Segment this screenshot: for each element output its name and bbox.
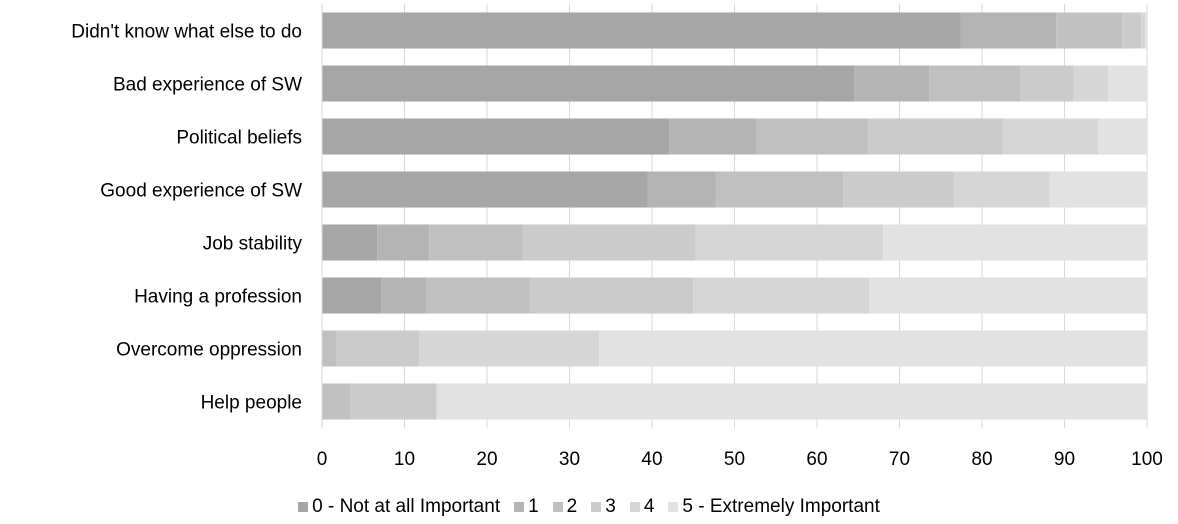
bar-segment-1: [960, 12, 1057, 49]
bar-segment-2: [1056, 12, 1123, 49]
legend-swatch: [629, 502, 640, 512]
bar-segment-5: [1098, 118, 1147, 155]
x-tick-label: 90: [1054, 449, 1075, 470]
bar-segment-0: [322, 65, 855, 102]
legend-swatch: [591, 502, 602, 512]
category-label: Job stability: [203, 234, 303, 255]
x-tick-label: 60: [806, 449, 827, 470]
bar-segment-4: [693, 277, 869, 314]
bar-segment-5: [436, 383, 1147, 420]
bar-segment-4: [1141, 12, 1146, 49]
bar-segment-3: [843, 171, 954, 208]
bar-segment-3: [522, 224, 696, 261]
legend-label: 0 - Not at all Important: [312, 496, 501, 517]
legend-item: 0 - Not at all Important: [298, 496, 500, 518]
x-tick-label: 20: [476, 449, 497, 470]
bar-segment-4: [695, 224, 883, 261]
bar-segment-2: [756, 118, 869, 155]
bar-segment-0: [322, 118, 670, 155]
bar-segment-5: [868, 277, 1147, 314]
legend-swatch: [552, 502, 563, 512]
x-tick-label: 0: [317, 449, 328, 470]
legend-label: 2: [566, 496, 578, 517]
stacked-bar-chart: Didn't know what else to do Bad experienc…: [71, 4, 1163, 470]
bar-segment-1: [381, 277, 426, 314]
legend: 0 - Not at all Important 1 2 3 4 5 - Extremel…: [0, 493, 1178, 521]
legend-item: 1: [514, 496, 539, 518]
legend-item: 5 - Extremely Important: [668, 496, 880, 518]
legend-item: 2: [552, 496, 578, 518]
bar-segment-5: [1049, 171, 1147, 208]
x-tick-label: 30: [559, 449, 580, 470]
x-tick-label: 40: [641, 449, 662, 470]
bar-segment-2: [322, 383, 351, 420]
bar-segment-0: [322, 277, 382, 314]
legend-label: 4: [643, 496, 655, 517]
x-tick-label: 80: [971, 449, 992, 470]
bar-segment-2: [322, 330, 337, 367]
legend-swatch: [514, 502, 525, 512]
bar-segment-2: [715, 171, 844, 208]
x-tick-label: 100: [1131, 449, 1163, 470]
category-label: Overcome oppression: [116, 340, 302, 361]
bar-segment-0: [322, 171, 648, 208]
x-tick-label: 50: [724, 449, 745, 470]
bar-segment-4: [419, 330, 600, 367]
bar-segment-1: [669, 118, 757, 155]
bar-segment-3: [1122, 12, 1142, 49]
bar-segment-5: [1145, 12, 1147, 49]
x-tick-label: 10: [394, 449, 415, 470]
legend-swatch: [668, 502, 679, 512]
bar-segment-5: [599, 330, 1147, 367]
category-label: Political beliefs: [176, 128, 302, 149]
bar-segment-2: [929, 65, 1020, 102]
category-label: Having a profession: [134, 287, 302, 308]
legend-label: 1: [528, 496, 539, 517]
bar-segment-3: [529, 277, 694, 314]
bar-segment-4: [953, 171, 1050, 208]
legend-swatch: [298, 502, 309, 512]
category-label: Help people: [201, 393, 302, 414]
bar-segment-5: [1108, 65, 1147, 102]
bar-segment-1: [377, 224, 430, 261]
bar-segment-0: [322, 12, 961, 49]
bar-segment-4: [1073, 65, 1109, 102]
bar-segment-3: [1019, 65, 1074, 102]
bar-segment-1: [854, 65, 930, 102]
bar-segment-2: [429, 224, 523, 261]
category-label: Good experience of SW: [100, 181, 302, 202]
bar-segment-3: [350, 383, 437, 420]
category-label: Bad experience of SW: [113, 75, 302, 96]
bar-segment-5: [883, 224, 1147, 261]
bar-segment-1: [647, 171, 716, 208]
legend-item: 3: [591, 496, 616, 518]
bar-segment-0: [322, 224, 378, 261]
category-label: Didn't know what else to do: [71, 22, 302, 43]
bar-segment-2: [425, 277, 530, 314]
bar-segment-3: [868, 118, 1003, 155]
bar-segment-3: [336, 330, 420, 367]
bar-segment-4: [1002, 118, 1099, 155]
legend-item: 4: [629, 496, 655, 518]
legend-label: 5 - Extremely Important: [682, 496, 880, 517]
x-tick-label: 70: [889, 449, 910, 470]
legend-label: 3: [605, 496, 616, 517]
